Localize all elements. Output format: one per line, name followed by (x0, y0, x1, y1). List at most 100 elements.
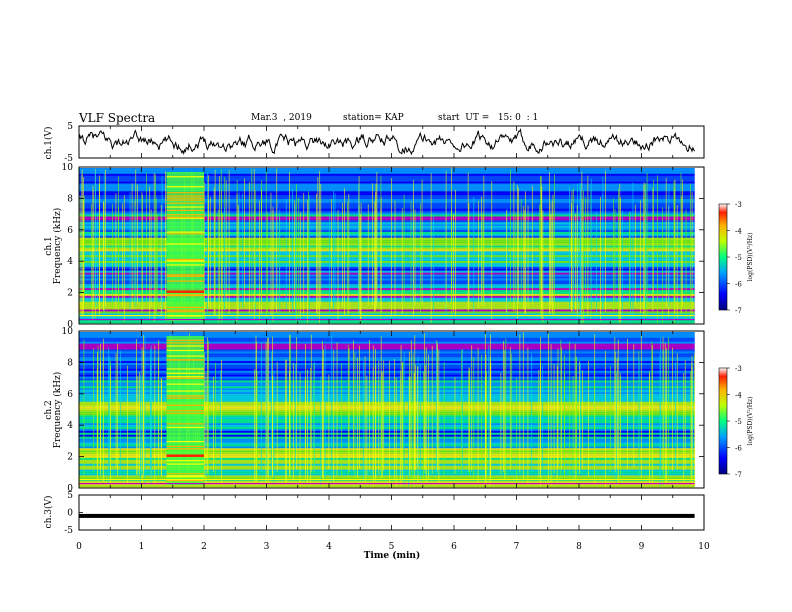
interference-band (166, 397, 204, 399)
sferic-line (308, 195, 310, 321)
sferic-line (675, 361, 676, 472)
interference-band (166, 233, 204, 235)
spectrogram-band (79, 208, 695, 212)
spectrogram-band (79, 380, 695, 383)
sferic-line (356, 357, 358, 478)
colorbar-tick-label: -6 (735, 445, 742, 453)
sferic-line (503, 341, 504, 473)
sferic-line (643, 185, 645, 318)
y-tick-label: 0 (67, 320, 73, 330)
sferic-line (237, 205, 239, 317)
spectrogram-band (79, 351, 695, 354)
spectrogram-band (79, 193, 695, 196)
interference-band (166, 463, 204, 465)
interference-band (166, 475, 204, 477)
x-tick-label: 6 (451, 542, 457, 552)
sferic-line (454, 377, 456, 474)
y-tick-label: 5 (67, 122, 73, 132)
sferic-line (643, 182, 645, 307)
spectrogram-band (79, 262, 695, 266)
interference-band (166, 473, 204, 475)
sferic-line (691, 355, 693, 468)
sferic-line (574, 343, 576, 480)
spectrogram-band (79, 457, 695, 461)
interference-block (166, 172, 204, 321)
low-frequency-line (79, 479, 695, 481)
ch1-spectrogram-ylabel-freq: Frequency (kHz) (52, 208, 63, 285)
ch2-spectrogram-ylabel-freq: Frequency (kHz) (52, 372, 63, 449)
sferic-line (381, 377, 382, 484)
sferic-line (634, 204, 636, 306)
sferic-line (380, 197, 382, 313)
spectrogram-band (79, 467, 695, 470)
sferic-line (511, 353, 513, 468)
interference-band (166, 448, 204, 450)
spectrogram-band (79, 315, 695, 318)
spectrogram-band (79, 321, 695, 324)
sferic-line (616, 372, 617, 483)
spectrogram-band (79, 469, 695, 472)
spectrogram-band (79, 253, 695, 256)
sferic-line (506, 210, 507, 313)
sferic-line (292, 362, 294, 480)
sferic-line (369, 339, 370, 471)
sferic-line (102, 200, 104, 310)
spectrogram-band (79, 171, 695, 175)
sferic-line (143, 335, 144, 477)
spectrogram-band (79, 403, 695, 407)
spectrogram-band (79, 272, 695, 275)
sferic-line (561, 347, 562, 469)
sferic-line (209, 196, 211, 309)
spectrogram-band (79, 200, 695, 204)
spectrogram-band (79, 175, 695, 179)
spectrogram-band (79, 313, 695, 316)
sferic-line (236, 193, 238, 322)
y-tick-label: 8 (67, 358, 73, 368)
spectrogram-band (79, 370, 695, 374)
spectrogram-band (79, 286, 695, 289)
sferic-line (538, 369, 540, 478)
spectrogram-band (79, 372, 695, 376)
spectrogram-band (79, 415, 695, 418)
sferic-line (260, 342, 262, 471)
sferic-line (403, 194, 405, 306)
sferic-line (375, 348, 376, 482)
sferic-line (676, 205, 678, 319)
sferic-line (436, 343, 437, 472)
sferic-line (92, 185, 94, 321)
spectrogram-band (79, 255, 695, 258)
spectrogram-band (79, 311, 695, 314)
interference-red-band (166, 290, 204, 293)
spectrogram-band (79, 295, 695, 299)
sferic-line (676, 353, 678, 470)
spectrogram-band (79, 181, 695, 184)
sferic-line (97, 345, 99, 468)
sferic-line (652, 345, 653, 484)
spectrogram-band (79, 332, 695, 335)
ch1-spectrogram (79, 168, 695, 324)
sferic-line (473, 196, 475, 319)
interference-band (166, 306, 204, 308)
low-frequency-line (79, 319, 695, 321)
sferic-line (572, 375, 574, 474)
colorbar-tick-label: -4 (735, 228, 742, 236)
spectrogram-band (79, 224, 695, 227)
sferic-line (218, 176, 220, 319)
sferic-line (433, 213, 435, 314)
sferic-line (150, 345, 152, 469)
interference-band (166, 311, 204, 313)
sferic-line (673, 181, 675, 307)
interference-band (166, 206, 204, 208)
spectrogram-band (79, 307, 695, 310)
sferic-line (225, 180, 227, 309)
sferic-line (290, 335, 292, 481)
spectrogram-band (79, 355, 695, 358)
sferic-line (618, 189, 619, 322)
spectrogram-band (79, 425, 695, 428)
x-tick-label: 10 (698, 542, 710, 552)
sferic-line (401, 208, 403, 315)
spectrogram-band (79, 284, 695, 287)
interference-band (166, 192, 204, 194)
sferic-line (594, 363, 595, 481)
sferic-line (310, 334, 312, 472)
